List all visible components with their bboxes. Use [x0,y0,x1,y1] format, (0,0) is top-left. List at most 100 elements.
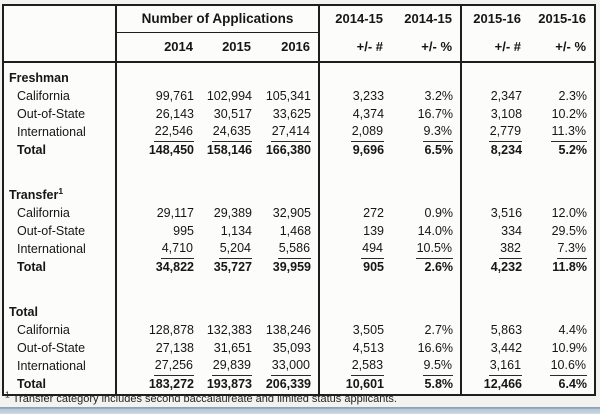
section-title: Freshman [3,62,117,88]
cell-value: 2,089 [319,124,391,142]
cell-empty [461,277,529,297]
row-label: California [3,88,117,106]
cell-value: 10.6% [529,358,595,376]
col-header-2015-16-change-num-year: 2015-16 [473,11,522,27]
cell-empty [201,180,259,205]
cell-value: 2,347 [490,89,523,104]
cell-value: 382 [461,241,529,259]
cell-empty [259,297,321,322]
cell-value: 27,414 [259,124,321,142]
row-label: Total [3,259,117,277]
col-group-number-of-applications: Number of Applications [116,5,321,33]
col-header-2015: 2015 [201,32,259,63]
cell-value: 14.0% [391,223,463,241]
cell-empty [116,160,201,180]
underlined-value: 24,635 [211,124,252,142]
cell-value: 33,625 [259,106,321,124]
cell-value: 9.3% [391,124,463,142]
cell-value: 3,505 [352,323,385,338]
cell-value: 272 [363,206,385,221]
col-header-2015-16-plus-minus-num: +/- # [461,32,530,63]
table-row: International 22,546 24,635 27,414 2,089 9.3%… [3,124,595,142]
cell-empty [319,277,391,297]
cell-value: 4,513 [352,341,385,356]
corner-cell [3,5,117,63]
col-header-2016: 2016 [259,32,321,63]
cell-value: 29,839 [201,358,259,376]
footnote: 1 Transfer category includes second bacca… [5,390,397,405]
row-label: Out-of-State [3,340,117,358]
underlined-value: 494 [361,241,385,259]
applications-table-container: Number of Applications 2014-15 2014-15 2… [2,4,597,396]
cell-value: 5,586 [259,241,321,259]
underlined-value: 5,586 [277,241,312,259]
cell-value: 16.6% [391,340,463,358]
cell-value: 166,380 [259,142,321,160]
horizontal-scrollbar[interactable] [0,407,600,414]
cell-empty [116,277,201,297]
cell-empty [201,160,259,180]
underlined-value: 7.3% [556,241,588,259]
cell-value: 132,383 [206,323,252,338]
cell-value: 27,138 [155,341,194,356]
cell-value: 9,696 [352,143,385,158]
cell-value: 16.7% [391,106,463,124]
table-header: Number of Applications 2014-15 2014-15 2… [3,5,596,63]
cell-empty [201,62,259,88]
underlined-value: 33,000 [270,358,312,376]
cell-empty [319,180,391,205]
cell-value: 995 [173,224,194,239]
cell-value: 2,779 [461,124,529,142]
header-row-group: Number of Applications 2014-15 2014-15 2… [3,5,595,63]
cell-empty [3,277,117,297]
cell-value: 9.5% [391,358,463,376]
col-header-2014-15-plus-minus-num: +/- # [319,32,392,63]
table-row: Out-of-State 27,138 31,651 35,093 4,513 16.6%… [3,340,595,358]
table-row: Out-of-State 26,143 30,517 33,625 4,374 16.7%… [3,106,595,124]
cell-empty [201,297,259,322]
col-header-2014-15-plus-minus-pct: +/- % [391,32,463,63]
cell-value: 24,635 [201,124,259,142]
cell-value: 27,256 [116,358,201,376]
table-row: California 29,117 29,389 32,905 272 0.9% 3,516… [3,205,595,223]
spacer-row [3,277,595,297]
cell-value: 494 [319,241,391,259]
cell-value: 3,233 [352,89,385,104]
row-label: Out-of-State [3,106,117,124]
cell-value: 102,994 [206,89,252,104]
applications-table: Number of Applications 2014-15 2014-15 2… [2,4,597,396]
cell-empty [391,160,463,180]
cell-value: 193,873 [206,377,252,392]
cell-value: 905 [363,260,385,275]
cell-value: 12,466 [483,377,523,392]
cell-value: 1,468 [259,223,321,241]
cell-empty [529,297,595,322]
underlined-value: 29,839 [211,358,252,376]
cell-value: 3,161 [461,358,529,376]
cell-value: 4,232 [490,260,523,275]
cell-value: 11.3% [529,124,595,142]
cell-empty [319,297,391,322]
section-header-row: Transfer1 [3,180,595,205]
underlined-value: 27,256 [153,358,194,376]
underlined-value: 3,161 [488,358,523,376]
underlined-value: 2,583 [350,358,385,376]
cell-value: 2,583 [319,358,391,376]
col-header-2015-16-plus-minus-pct: +/- % [529,32,596,63]
underlined-value: 10.6% [549,358,588,376]
cell-value: 10.5% [391,241,463,259]
cell-value: 5,204 [201,241,259,259]
cell-value: 105,341 [259,88,321,106]
cell-value: 29,117 [156,206,194,221]
table-row: Total 148,450 158,146 166,380 9,696 6.5% 8,234… [3,142,595,160]
row-label: Total [3,142,117,160]
col-header-2014-15-change-num-year: 2014-15 [335,11,384,27]
underlined-value: 382 [499,241,523,259]
section-title: Total [3,297,117,322]
cell-value: 32,905 [259,205,321,223]
underlined-value: 5,204 [218,241,252,259]
cell-value: 2.6% [391,259,463,277]
cell-empty [529,180,595,205]
cell-value: 7.3% [529,241,595,259]
